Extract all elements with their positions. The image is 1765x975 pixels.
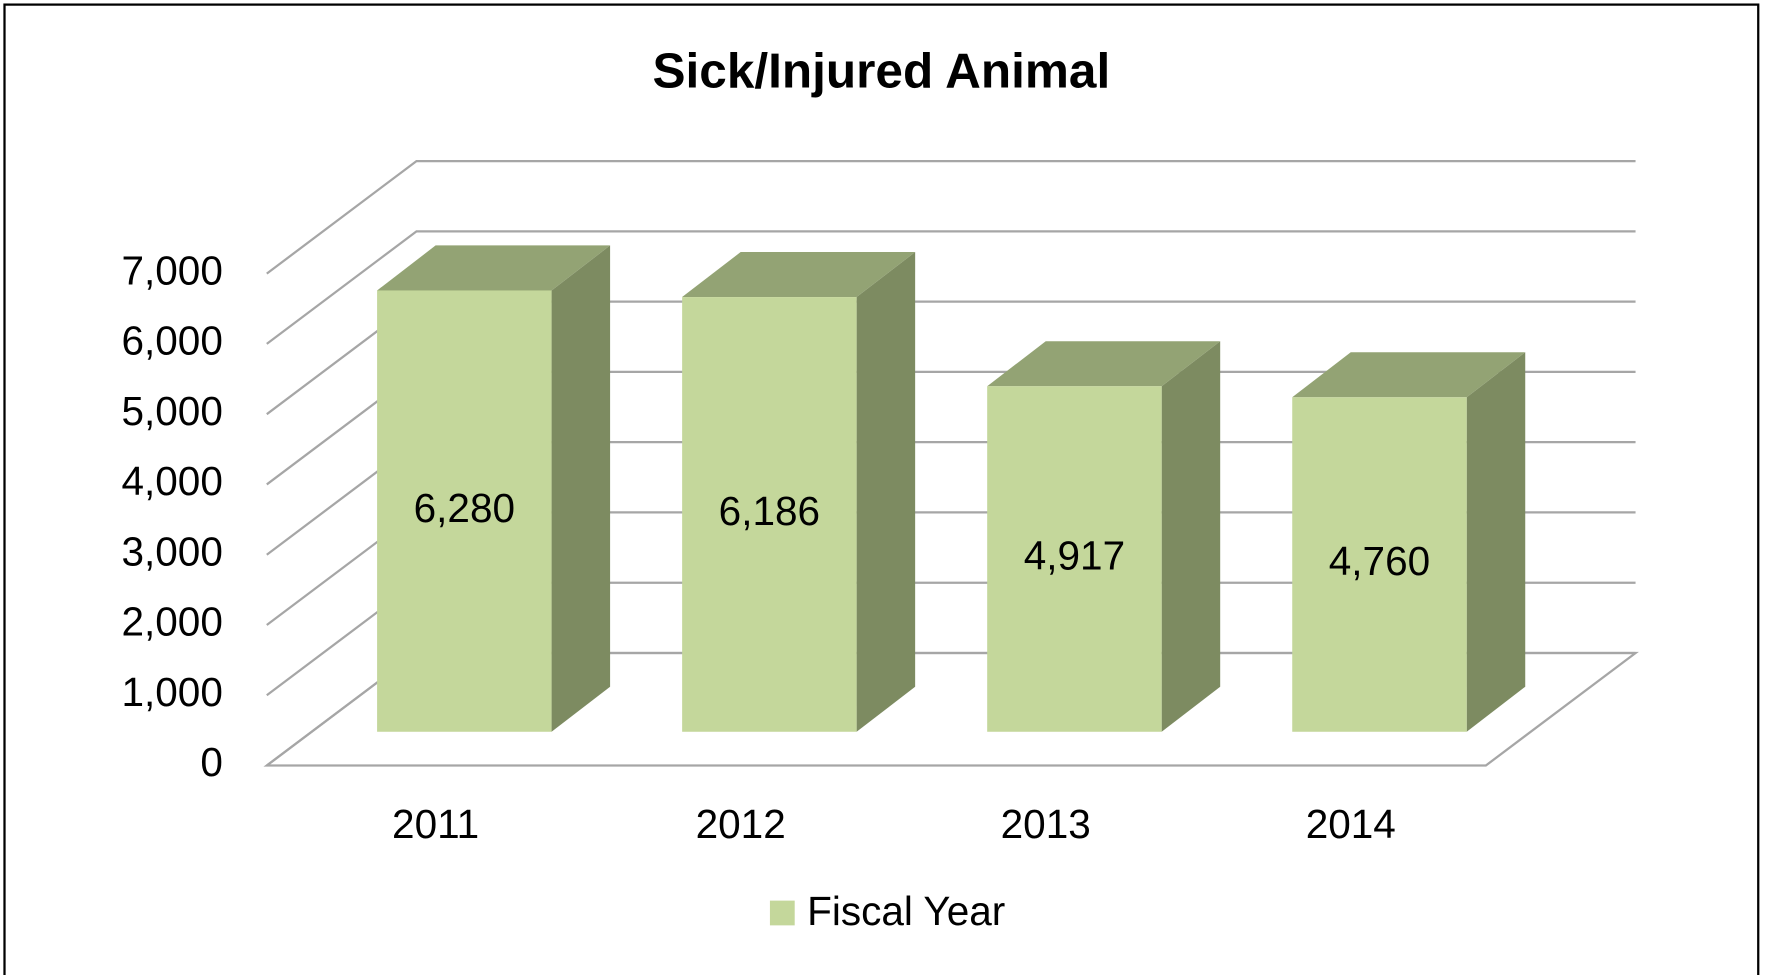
bar xyxy=(987,386,1162,732)
data-label: 4,760 xyxy=(1329,538,1430,584)
y-tick-label: 1,000 xyxy=(121,669,222,715)
y-tick-label: 6,000 xyxy=(121,318,222,364)
bar-top xyxy=(682,252,916,298)
y-tick-label: 7,000 xyxy=(121,247,222,293)
bar-side xyxy=(1466,352,1526,732)
bar xyxy=(1292,397,1467,732)
x-tick-label: 2011 xyxy=(392,801,479,847)
y-tick-label: 4,000 xyxy=(121,458,222,504)
data-label: 6,280 xyxy=(414,485,515,531)
legend-swatch xyxy=(769,900,795,926)
bar-side xyxy=(856,252,916,732)
bar-top xyxy=(1292,352,1526,398)
grid-line xyxy=(266,230,1636,345)
grid-line xyxy=(266,159,1636,275)
bar xyxy=(682,297,857,732)
data-label: 4,917 xyxy=(1024,533,1125,579)
y-tick-label: 3,000 xyxy=(121,528,222,574)
bar-side xyxy=(1161,341,1221,732)
legend-label: Fiscal Year xyxy=(807,888,1005,934)
y-tick-label: 0 xyxy=(200,739,223,785)
bar xyxy=(377,290,552,732)
x-tick-label: 2013 xyxy=(1001,801,1091,847)
bar-top xyxy=(377,245,611,291)
x-tick-label: 2012 xyxy=(696,801,786,847)
bar-side xyxy=(551,245,611,732)
chart-title: Sick/Injured Animal xyxy=(653,43,1111,98)
x-tick-label: 2014 xyxy=(1306,801,1396,847)
data-label: 6,186 xyxy=(719,488,820,534)
y-tick-label: 2,000 xyxy=(121,599,222,645)
bar-top xyxy=(987,341,1221,387)
y-tick-label: 5,000 xyxy=(121,388,222,434)
